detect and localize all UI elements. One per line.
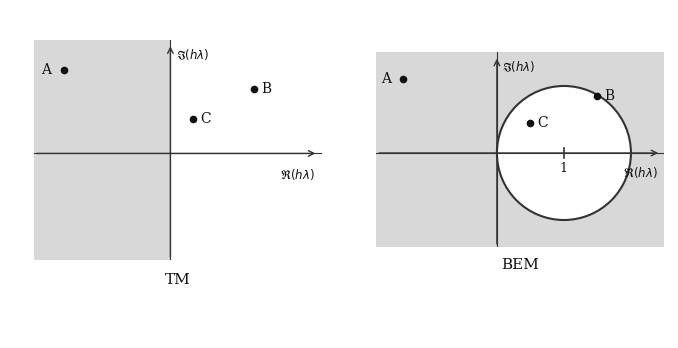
Text: $\mathfrak{I}(h\lambda)$: $\mathfrak{I}(h\lambda)$ — [502, 59, 536, 74]
Text: C: C — [537, 116, 548, 130]
Text: C: C — [201, 112, 212, 126]
Text: BEM: BEM — [502, 259, 539, 272]
Text: $\mathfrak{R}(h\lambda)$: $\mathfrak{R}(h\lambda)$ — [623, 165, 658, 180]
Bar — [170, 40, 322, 260]
Text: A: A — [41, 63, 51, 77]
Text: TM: TM — [165, 273, 191, 287]
Text: 1: 1 — [560, 162, 568, 175]
Text: B: B — [262, 82, 271, 96]
Text: A: A — [381, 72, 391, 86]
Circle shape — [497, 86, 631, 220]
Text: $\mathfrak{R}(h\lambda)$: $\mathfrak{R}(h\lambda)$ — [279, 167, 315, 182]
Text: B: B — [604, 89, 614, 103]
Text: $\mathfrak{I}(h\lambda)$: $\mathfrak{I}(h\lambda)$ — [176, 47, 210, 62]
